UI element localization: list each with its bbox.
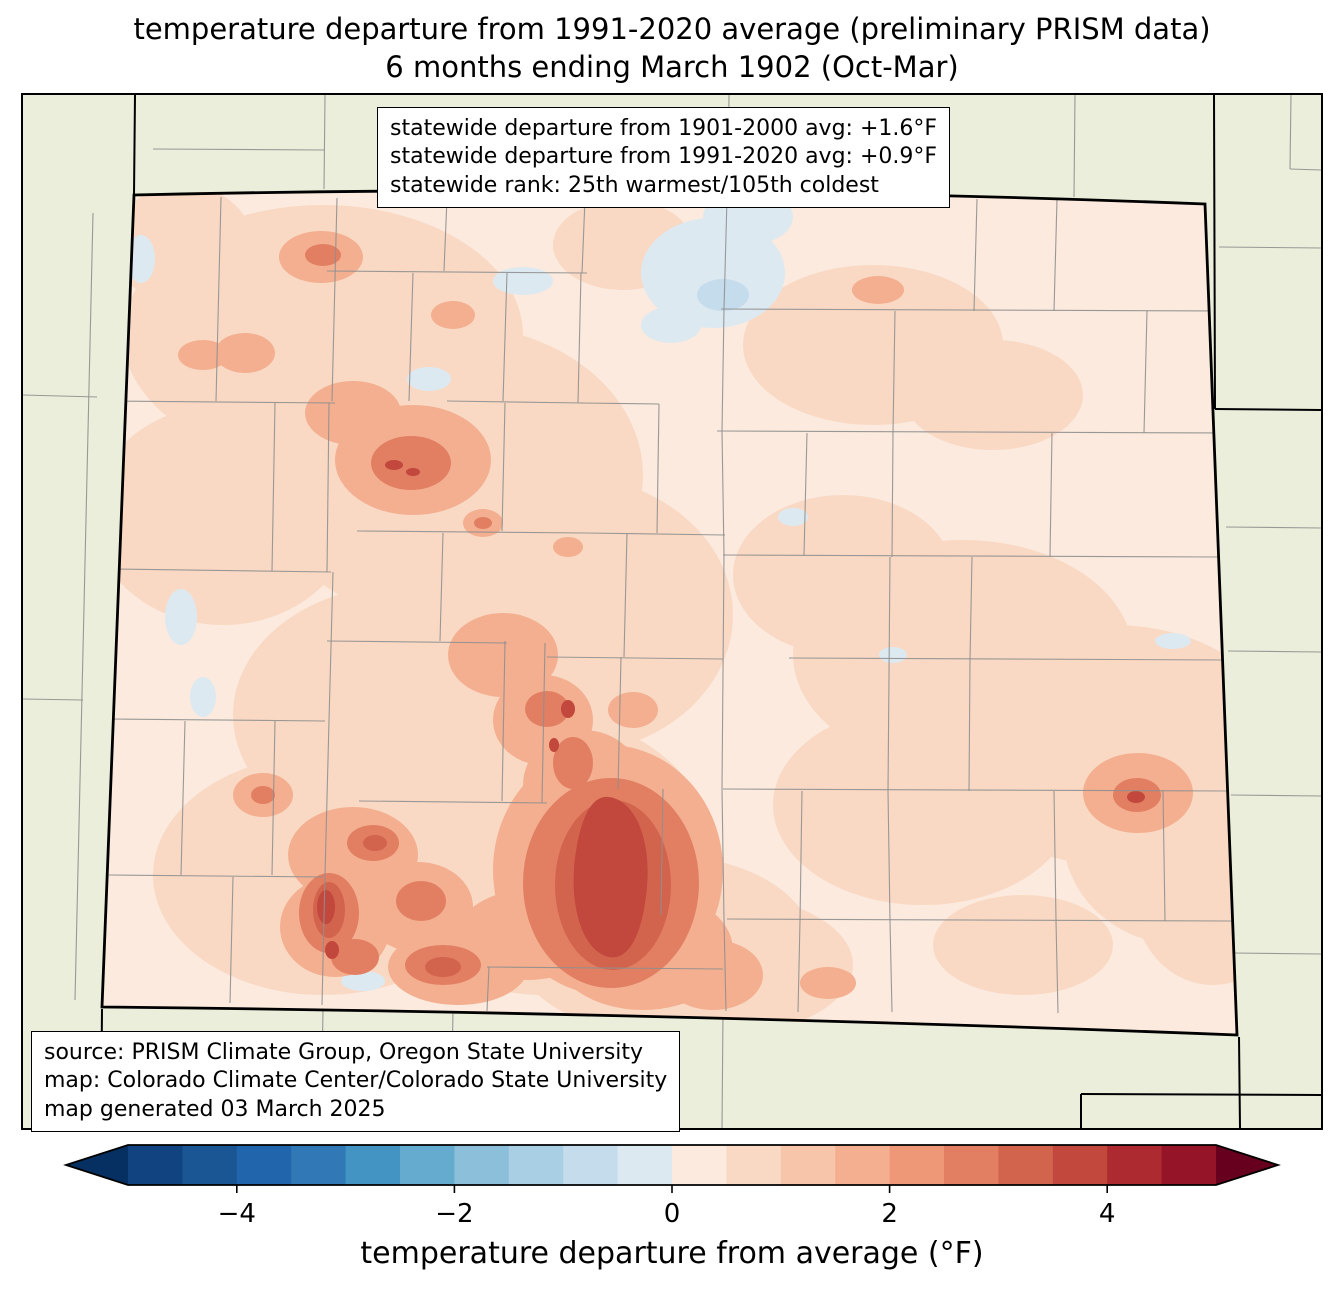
source-line-2: map: Colorado Climate Center/Colorado St…: [44, 1068, 668, 1094]
warm-anomaly-cores: [317, 459, 1145, 959]
title-line-2: 6 months ending March 1902 (Oct-Mar): [385, 50, 959, 85]
source-attribution-box: source: PRISM Climate Group, Oregon Stat…: [31, 1030, 681, 1133]
title-line-1: temperature departure from 1991-2020 ave…: [133, 12, 1211, 46]
stats-line-2: statewide departure from 1991-2020 avg: …: [390, 144, 938, 170]
page-title: temperature departure from 1991-2020 ave…: [0, 0, 1344, 87]
colorbar-tick-label: 2: [881, 1199, 898, 1229]
colorbar-tick-label: 0: [664, 1199, 681, 1229]
map-panel: statewide departure from 1901-2000 avg: …: [21, 92, 1323, 1133]
stats-line-1: statewide departure from 1901-2000 avg: …: [390, 115, 938, 141]
colorbar-area: −4 −2 0 2 4 temperature departure from avera…: [0, 1142, 1344, 1271]
source-line-1: source: PRISM Climate Group, Oregon Stat…: [44, 1039, 644, 1065]
colorbar: −4 −2 0 2 4: [63, 1143, 1281, 1229]
cool-anomaly-patches: [127, 190, 1191, 991]
colorbar-tick-label: 4: [1099, 1199, 1116, 1229]
statewide-stats-box: statewide departure from 1901-2000 avg: …: [377, 106, 951, 209]
colorado-temperature-map: [23, 94, 1321, 1128]
colorbar-label: temperature departure from average (°F): [360, 1235, 984, 1271]
county-lines: [106, 196, 1234, 1013]
colorbar-tick-label: −2: [435, 1199, 473, 1229]
colorbar-tick-label: −4: [218, 1199, 256, 1229]
source-line-3: map generated 03 March 2025: [44, 1096, 386, 1122]
stats-line-3: statewide rank: 25th warmest/105th colde…: [390, 172, 879, 198]
